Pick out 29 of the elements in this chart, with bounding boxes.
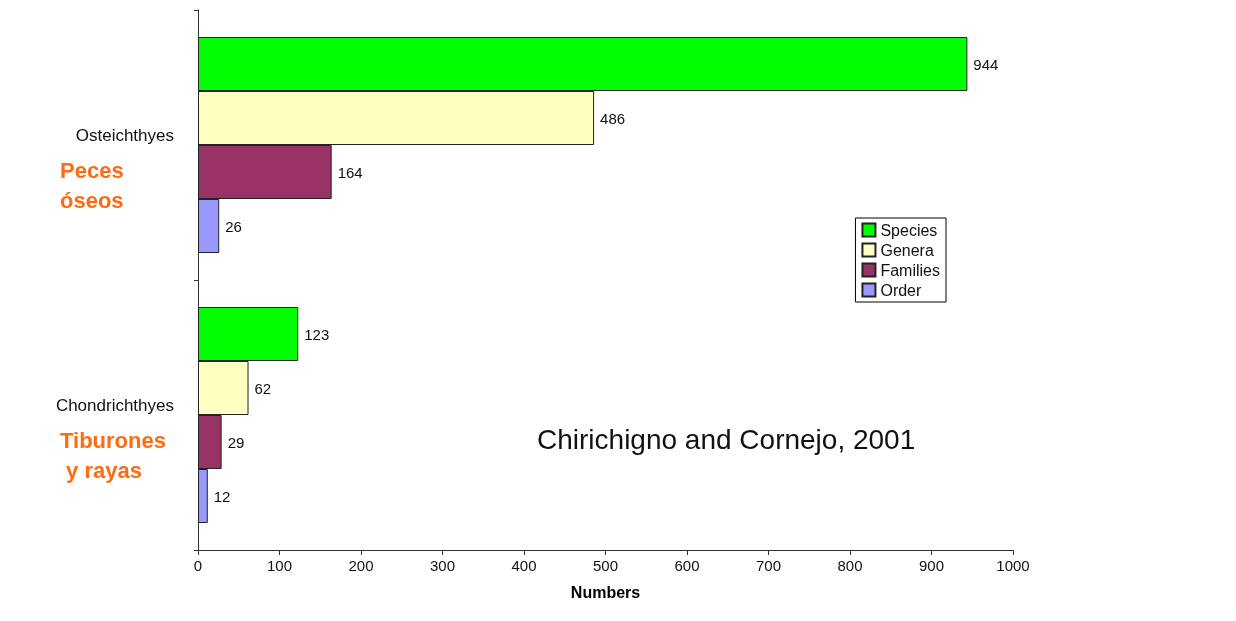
data-label: 164 (337, 163, 363, 181)
y-tick-label: Osteichthyes (75, 125, 174, 145)
text: Tiburones y rayas (60, 427, 166, 483)
x-tick-label: 700 (755, 557, 782, 574)
x-tick-label: 800 (837, 557, 863, 574)
x-tick-label: 1000 (996, 557, 1030, 574)
data-label: 486 (600, 109, 626, 127)
annotation: Chirichigno and Cornejo, 2001 (537, 423, 916, 455)
data-label: 26 (225, 217, 242, 235)
x-tick-label: 0 (193, 557, 203, 574)
x-tick-label: 400 (511, 557, 537, 574)
x-tick-label: 600 (674, 557, 700, 574)
text: Peces óseos (60, 157, 130, 213)
x-axis-title: Numbers (570, 583, 641, 601)
data-label: 29 (227, 433, 245, 451)
x-tick-label: 500 (592, 557, 619, 574)
legend-label: Species (880, 221, 938, 239)
x-tick-label: 300 (429, 557, 456, 574)
data-label: 12 (213, 487, 231, 505)
y-tick-label: Chondrichthyes (55, 395, 174, 415)
legend-label: Genera (880, 241, 934, 259)
x-tick-label: 200 (348, 557, 374, 574)
x-tick-label: 900 (918, 557, 945, 574)
data-label: 123 (304, 325, 330, 343)
legend-label: Order (880, 281, 923, 299)
x-tick-label: 100 (266, 557, 293, 574)
data-label: 944 (973, 55, 999, 73)
data-label: 62 (254, 379, 272, 397)
legend-label: Families (880, 261, 940, 279)
